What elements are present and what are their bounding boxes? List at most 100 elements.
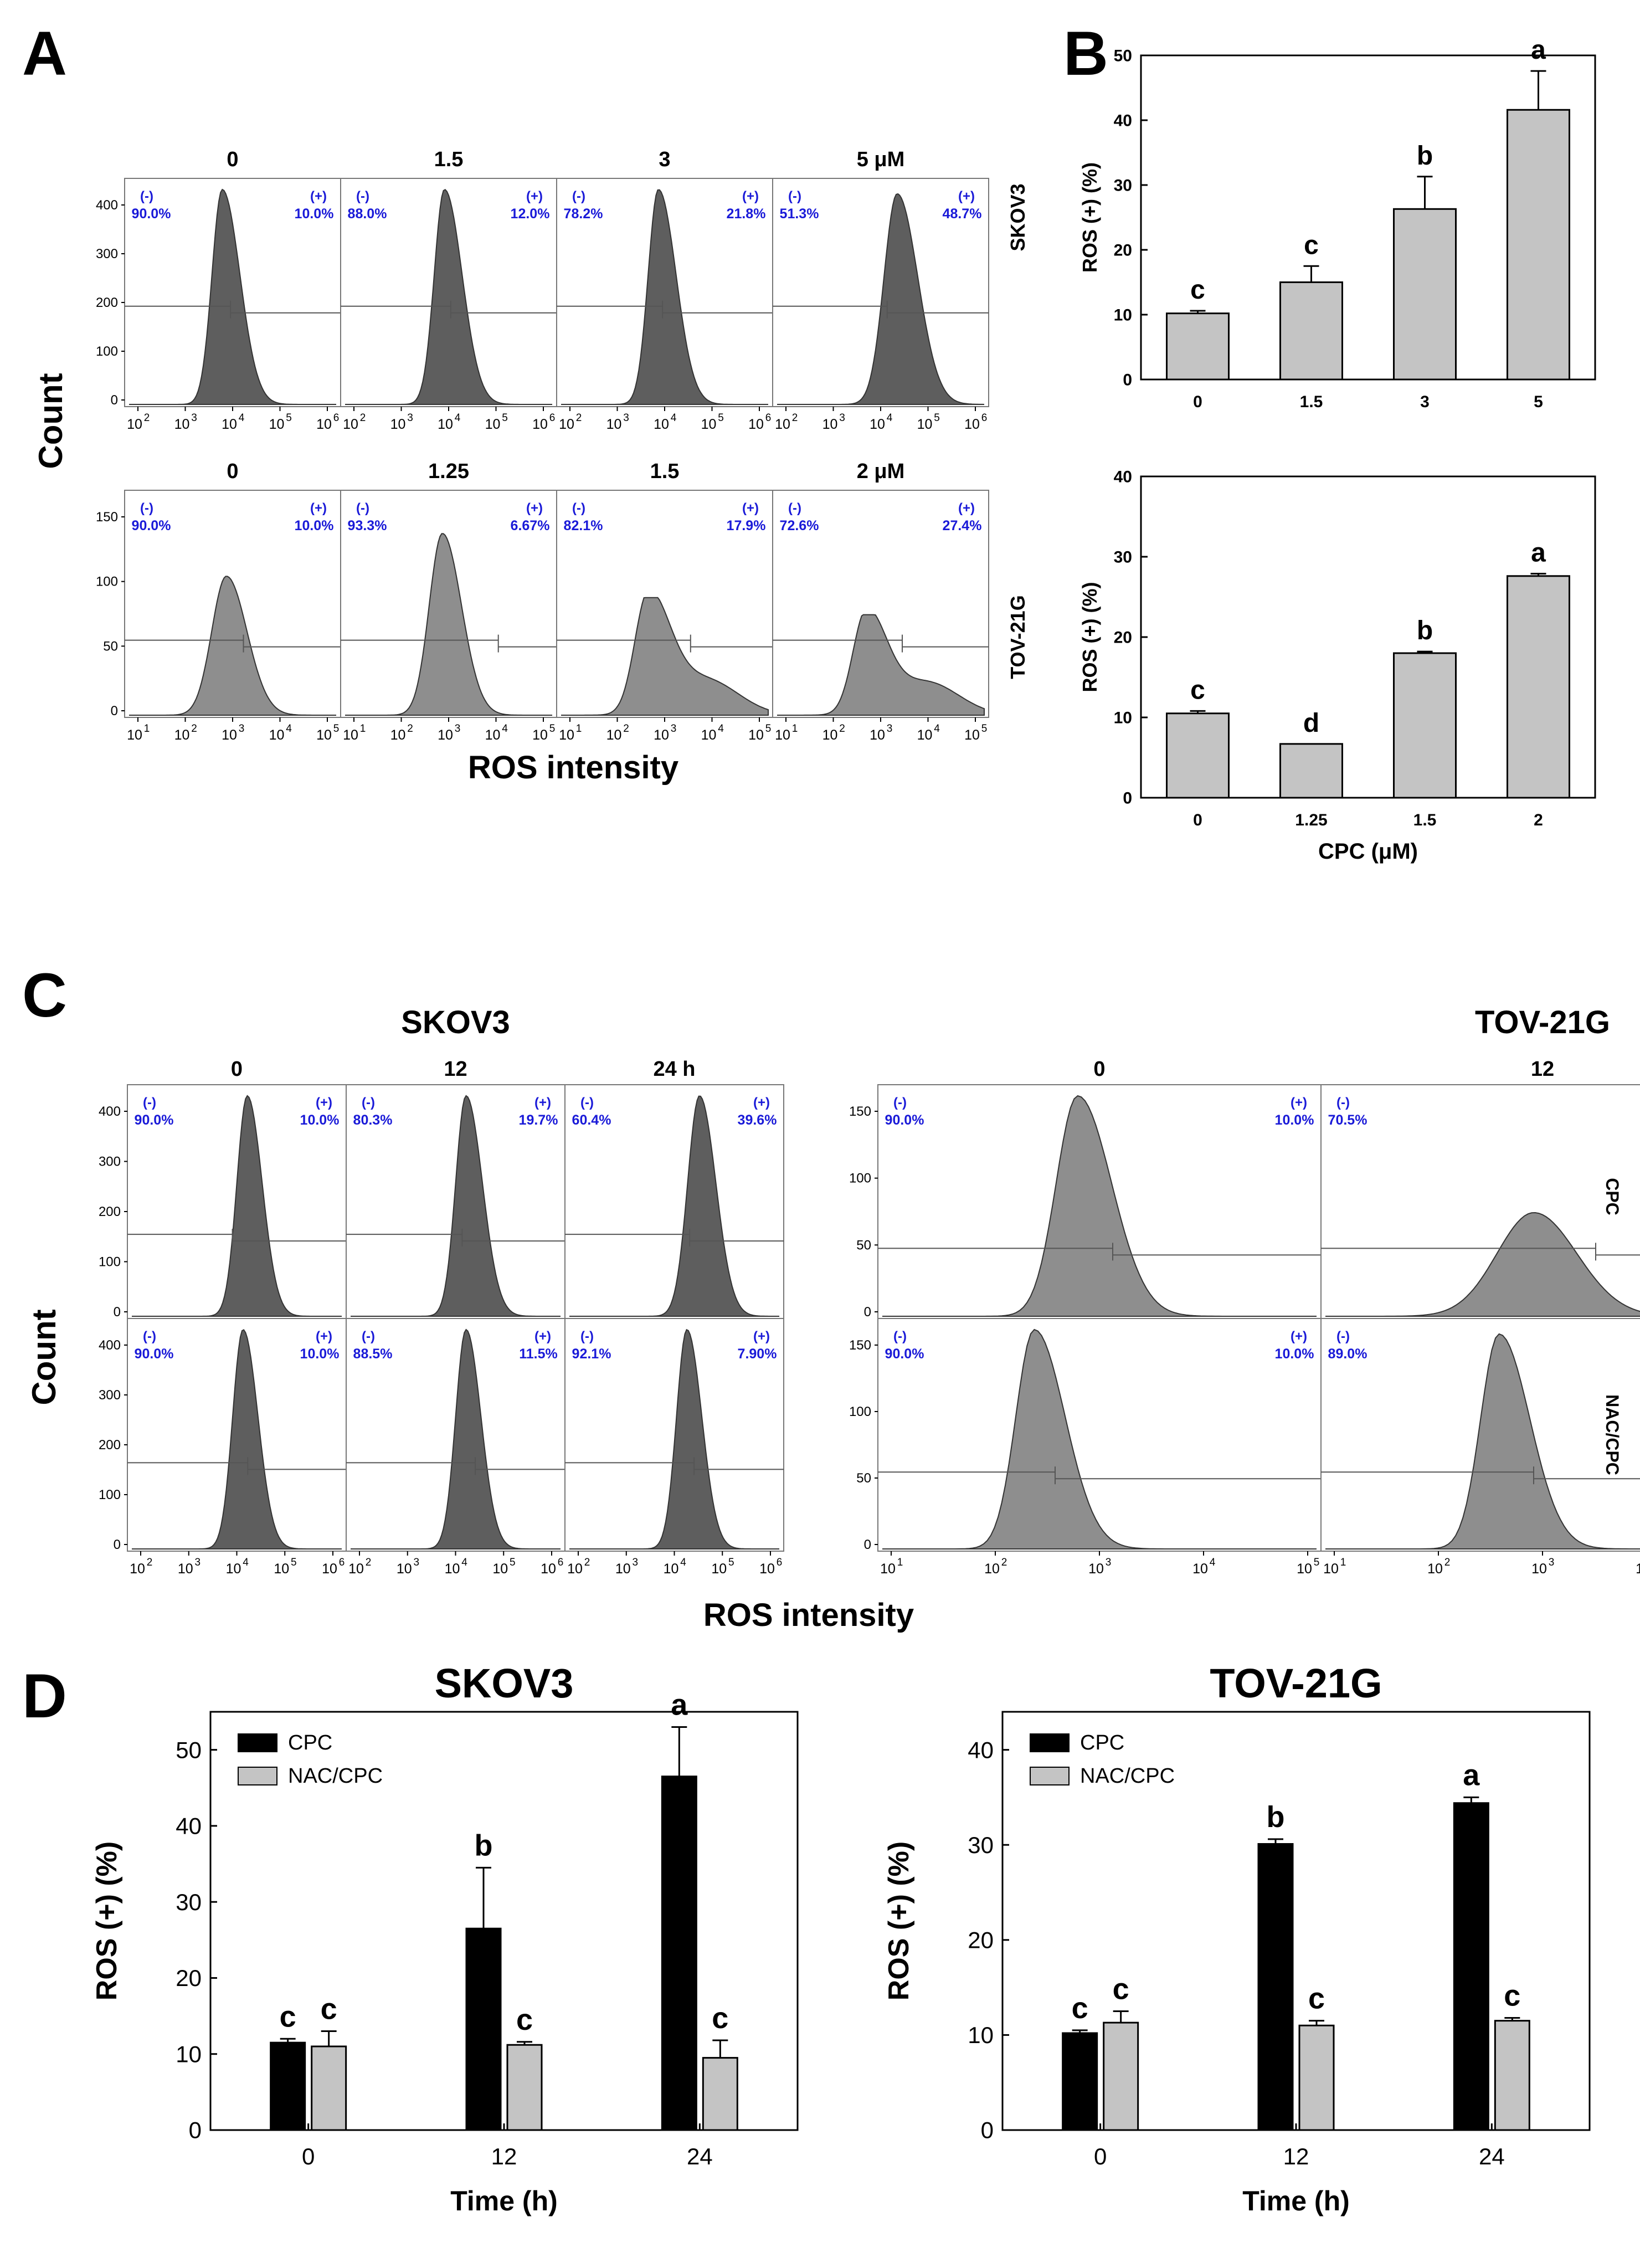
x-tick-label: 10 5 [274,1557,296,1577]
svg-text:6: 6 [777,1557,783,1568]
histogram-peak [345,533,552,716]
svg-text:10: 10 [226,1561,241,1577]
neg-percent: 90.0% [135,1112,174,1128]
x-tick-label: 3 [1420,393,1430,411]
y-tick-label: 300 [99,1388,121,1403]
x-axis-label: Time (h) [1242,2185,1350,2216]
svg-text:5: 5 [981,723,988,735]
svg-text:5: 5 [510,1557,516,1568]
neg-percent: 90.0% [885,1112,924,1128]
svg-text:10: 10 [343,417,358,432]
bar-nac-cpc [1103,2021,1139,2131]
pos-percent: 10.0% [1275,1112,1314,1128]
histogram-peak [561,597,769,716]
x-tick-label: 0 [1094,2143,1107,2169]
svg-text:10: 10 [541,1561,556,1577]
svg-text:10: 10 [711,1561,727,1577]
neg-percent: 90.0% [135,1346,174,1362]
svg-text:2: 2 [1001,1557,1007,1568]
significance-letter: b [475,1829,493,1862]
histogram-peak [129,576,336,716]
x-tick-label: 10 5 [485,412,508,432]
svg-text:10: 10 [917,727,933,743]
svg-text:5: 5 [333,723,340,735]
pos-percent: 10.0% [300,1112,340,1128]
svg-text:10: 10 [748,727,764,743]
svg-text:3: 3 [887,723,893,735]
svg-text:10: 10 [174,727,190,743]
x-tick-label: 12 [491,2143,517,2169]
x-tick-label: 10 6 [532,412,555,432]
legend-swatch [238,1733,277,1752]
histogram-peak [132,1329,342,1549]
y-tick-label: 100 [99,1255,121,1270]
svg-text:6: 6 [333,412,340,424]
svg-text:10: 10 [880,1561,896,1577]
y-tick-label: 0 [114,1305,121,1320]
neg-percent: 80.3% [353,1112,393,1128]
x-tick-label: 10 2 [567,1557,590,1577]
svg-text:1: 1 [576,723,582,735]
svg-text:10: 10 [485,727,501,743]
neg-percent: 89.0% [1328,1346,1367,1362]
x-axis-label: Time (h) [450,2185,558,2216]
x-tick-label: 10 1 [127,723,150,743]
pos-percent: 12.0% [511,206,550,222]
svg-text:6: 6 [558,1557,564,1568]
y-tick-label: 100 [99,1487,121,1502]
svg-text:10: 10 [559,727,574,743]
y-tick-label: 0 [864,1305,871,1320]
x-tick-label: 1.25 [1295,811,1327,829]
svg-text:6: 6 [765,412,772,424]
x-tick-label: 104 [1636,1561,1640,1577]
x-tick-label: 10 2 [127,412,150,432]
svg-text:2: 2 [366,1557,372,1568]
histogram-peak [345,189,552,405]
svg-text:5: 5 [718,412,724,424]
svg-text:10: 10 [701,417,717,432]
svg-text:10: 10 [917,417,933,432]
svg-text:2: 2 [792,412,798,424]
legend-swatch [1030,1767,1070,1785]
svg-text:10: 10 [390,727,406,743]
svg-text:2: 2 [623,723,629,735]
x-tick-label: 10 3 [174,412,197,432]
bar [1279,281,1343,381]
svg-text:4: 4 [455,412,461,424]
x-tick-label: 10 2 [984,1557,1007,1577]
pos-label: (+) [958,501,975,516]
svg-text:1: 1 [897,1557,903,1568]
x-axis-label: CPC (μM) [1318,839,1418,864]
y-tick-label: 20 [176,1965,202,1991]
neg-percent: 60.4% [572,1112,611,1128]
panel-label-a: A [22,19,67,88]
significance-letter: c [1190,275,1205,305]
neg-label: (-) [356,189,369,204]
x-tick-label: 10 5 [711,1557,734,1577]
y-tick-label: 0 [981,2117,994,2143]
x-tick-label: 10 2 [130,1557,152,1577]
x-tick-label: 0 [1193,811,1202,829]
legend-swatch [1030,1733,1070,1752]
svg-text:4: 4 [718,723,724,735]
histogram-peak [351,1095,561,1317]
neg-label: (-) [788,189,801,204]
svg-text:10: 10 [485,417,501,432]
x-tick-label: 10 1 [775,723,798,743]
group-title: SKOV3 [401,1004,510,1040]
svg-text:2: 2 [407,723,413,735]
x-tick-label: 24 [687,2143,713,2169]
neg-percent: 90.0% [885,1346,924,1362]
neg-label: (-) [893,1329,907,1344]
svg-text:2: 2 [839,723,845,735]
svg-text:10: 10 [445,1561,460,1577]
x-tick-label: 10 3 [822,412,845,432]
neg-label: (-) [140,501,153,516]
x-tick-label: 10 3 [1088,1557,1111,1577]
x-tick-label: 10 3 [178,1557,200,1577]
